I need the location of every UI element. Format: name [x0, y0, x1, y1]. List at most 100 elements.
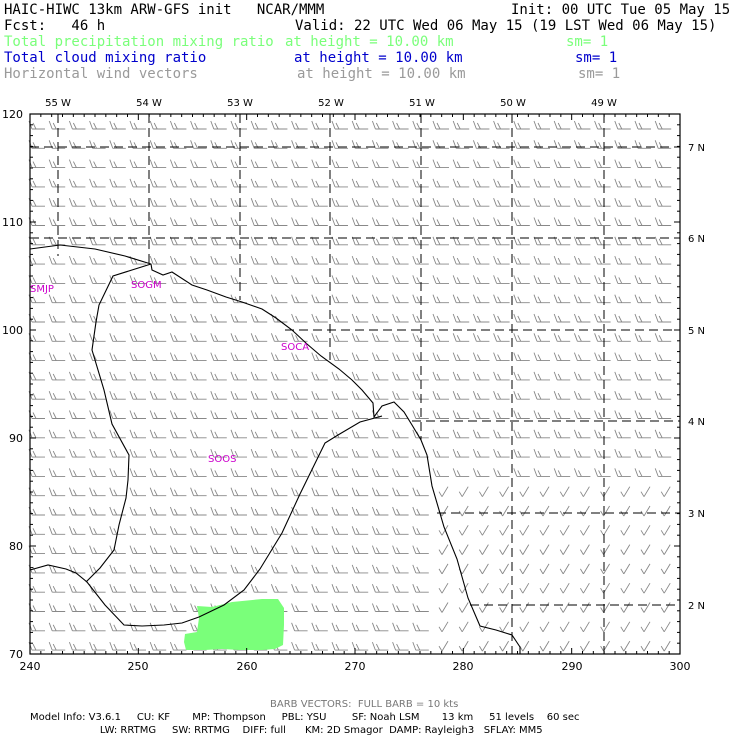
wind-barb [68, 255, 86, 265]
wind-barb [513, 255, 530, 265]
wind-barb [89, 641, 106, 651]
wind-barb [311, 584, 328, 593]
wind-barb [149, 275, 167, 284]
wind-barb [553, 448, 571, 458]
wind-barb [68, 333, 86, 342]
wind-barb [432, 371, 449, 381]
wind-barb [432, 352, 449, 362]
wind-barb [89, 448, 106, 458]
wind-barb [109, 178, 126, 188]
wind-barb [519, 525, 530, 536]
wind-barb [412, 178, 429, 188]
wind-barb [600, 544, 610, 555]
wind-barb [594, 468, 611, 477]
wind-barb [452, 275, 470, 284]
wind-barb [458, 486, 469, 497]
wind-barb [634, 178, 651, 188]
wind-barb [270, 120, 288, 130]
wind-barb [553, 391, 571, 400]
wind-barb [371, 198, 389, 207]
wind-barb [331, 178, 348, 188]
wind-barb [452, 448, 470, 458]
wind-barb [493, 468, 510, 477]
wind-barb [371, 584, 389, 593]
wind-barb [291, 178, 308, 188]
wind-barb [331, 448, 348, 458]
wind-barb [351, 313, 369, 323]
wind-barb [539, 486, 550, 497]
wind-barb [331, 120, 348, 130]
wind-barb [149, 410, 167, 419]
wind-barb [640, 525, 651, 536]
wind-barb [109, 159, 126, 169]
wind-barb [291, 391, 308, 400]
y-tick-label: 100 [2, 324, 23, 337]
wind-barb [169, 178, 187, 188]
wind-barb [311, 622, 328, 632]
field-precip-sm: sm= 1 [566, 34, 609, 50]
wind-barb [371, 487, 389, 497]
wind-barb [614, 236, 631, 246]
wind-barb [432, 468, 449, 477]
wind-barb [573, 255, 591, 265]
wind-barb [533, 294, 550, 304]
wind-barb [660, 525, 671, 536]
wind-barb [169, 294, 187, 304]
wind-barb [210, 275, 227, 284]
wind-barb [499, 582, 509, 594]
wind-barb [654, 275, 672, 284]
wind-barb [614, 448, 631, 458]
wind-barb [452, 352, 470, 362]
wind-barb [270, 391, 288, 400]
wind-barb [472, 352, 490, 362]
wind-barb [472, 391, 490, 400]
wind-barb [129, 159, 146, 169]
wind-barb [129, 391, 146, 400]
wind-barb [109, 506, 126, 516]
wind-barb [371, 371, 389, 381]
wind-barb [513, 217, 530, 226]
wind-barb [190, 448, 207, 458]
wind-barb [640, 563, 651, 575]
wind-barb [210, 294, 227, 304]
wind-barb [331, 487, 348, 497]
wind-barb [513, 391, 530, 400]
wind-barb [472, 275, 490, 284]
border-west [85, 263, 152, 583]
wind-barb [452, 120, 470, 130]
wind-barb [412, 506, 429, 516]
wind-barb [371, 159, 389, 169]
wind-barb [499, 486, 509, 497]
wind-barb [331, 371, 348, 381]
wind-barb [270, 545, 288, 555]
wind-barb [640, 486, 651, 497]
wind-barb [519, 544, 530, 555]
wind-barb [89, 506, 106, 516]
wind-barb [169, 198, 187, 207]
wind-barb [412, 641, 429, 651]
wind-barb [270, 429, 288, 439]
wind-barb [48, 333, 66, 342]
wind-barb [620, 582, 631, 594]
wind-barb [230, 468, 247, 477]
wind-barb [210, 217, 227, 226]
wind-barb [190, 178, 207, 188]
wind-barb [190, 159, 207, 169]
wind-barb [493, 198, 510, 207]
wind-barb [48, 217, 66, 226]
wind-barb [331, 198, 348, 207]
wind-barb [331, 622, 348, 632]
wind-barb [149, 564, 167, 574]
wind-barb [371, 468, 389, 477]
wind-barb [68, 236, 86, 246]
wind-barb [190, 294, 207, 304]
wind-barb [533, 313, 550, 323]
wind-barb [270, 255, 288, 265]
wind-barb [539, 563, 550, 575]
wind-barb [493, 333, 510, 342]
wind-barb [291, 622, 308, 632]
wind-barb [48, 641, 66, 651]
wind-barb [250, 275, 268, 284]
wind-barb [291, 429, 308, 439]
wind-barb [458, 544, 469, 555]
